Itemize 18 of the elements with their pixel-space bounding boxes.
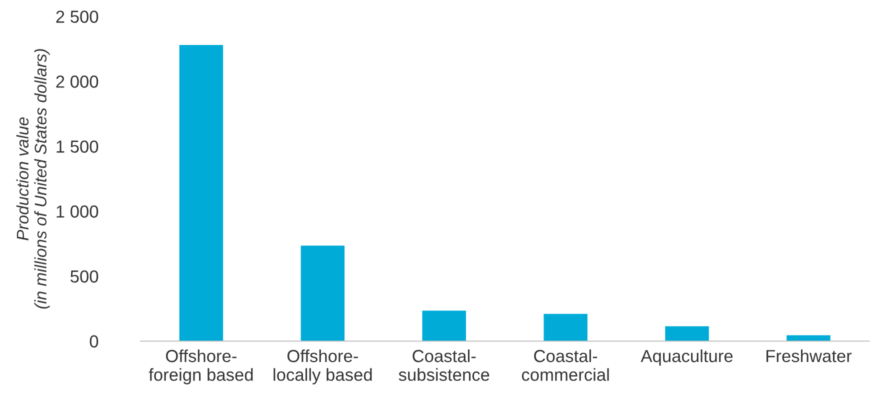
x-tick-label: Aquaculture	[640, 349, 733, 366]
x-tick-label: Offshore- foreign based	[148, 349, 253, 384]
x-tick-label: Offshore- locally based	[274, 349, 372, 384]
x-tick-label: Coastal- subsistence	[398, 349, 490, 381]
y-tick-label: 1 500	[56, 140, 98, 153]
bar	[179, 45, 224, 342]
bar	[544, 314, 588, 342]
y-tick-label: 0	[90, 335, 98, 348]
x-tick-label: Coastal- commercial	[522, 349, 609, 381]
y-tick-label: 2 500	[56, 10, 98, 23]
bar	[300, 246, 345, 342]
x-tick-label: Freshwater	[766, 349, 852, 362]
y-axis-title: Production value (in millions of United States dollars)	[16, 49, 50, 309]
y-tick-label: 2 000	[56, 76, 98, 88]
y-tick-label: 500	[70, 270, 98, 283]
bar	[422, 310, 466, 342]
bar	[665, 326, 709, 342]
y-tick-label: 1 000	[56, 205, 98, 218]
